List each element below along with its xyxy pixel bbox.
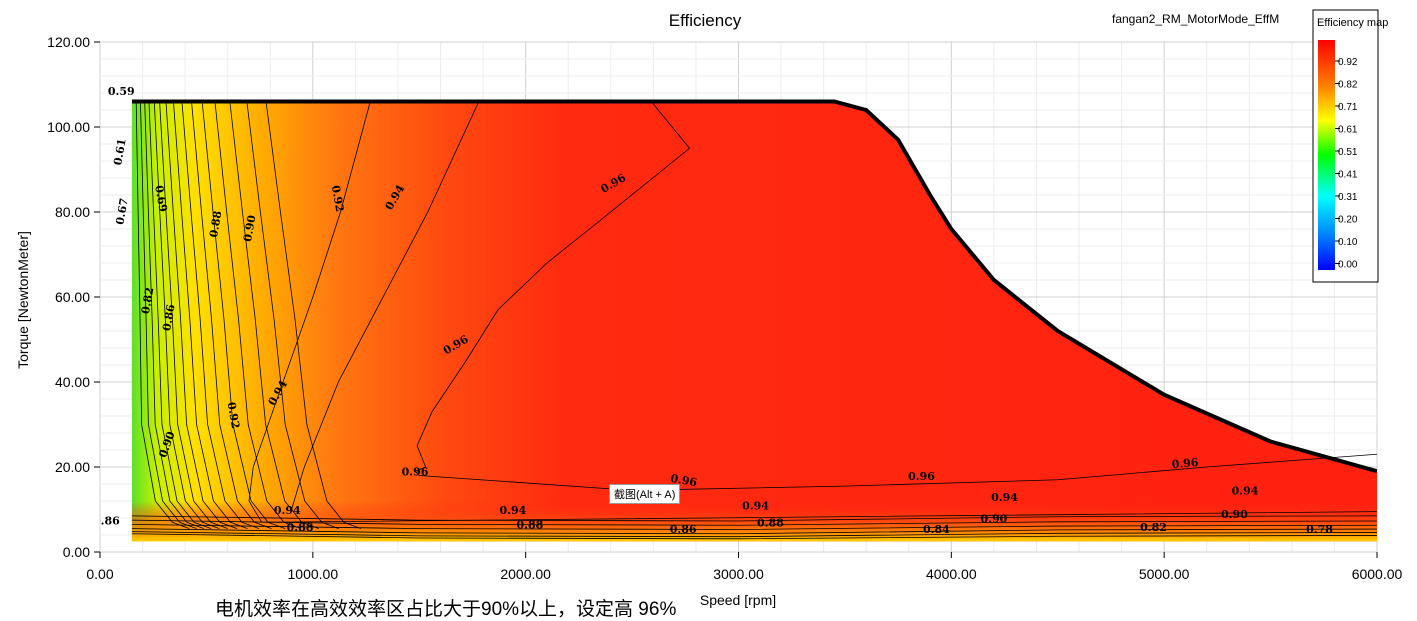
legend-tick-label: 0.71 (1338, 102, 1358, 113)
y-tick-label: 20.00 (55, 459, 90, 475)
contour-line (265, 101, 362, 529)
contour-label: 0.82 (1140, 521, 1167, 534)
contour-line (144, 101, 205, 529)
contour-line (135, 101, 190, 529)
plot-name: fangan2_RM_MotorMode_EffM (1112, 12, 1279, 26)
x-axis-label: Speed [rpm] (700, 592, 776, 608)
contour-label: 0.82 (139, 286, 156, 315)
contour-line (131, 528, 1377, 535)
contour-line (159, 101, 228, 529)
legend-tick-label: 0.41 (1338, 170, 1358, 181)
legend-tick-label: 0.82 (1338, 80, 1358, 91)
contour-label: 0.94 (991, 491, 1018, 504)
contour-label: 0.94 (274, 504, 301, 517)
contour-label: 0.88 (287, 521, 314, 534)
efficiency-region (131, 101, 1377, 542)
contour-label: 0.90 (241, 214, 259, 243)
contour-label: 0.86 (93, 514, 120, 527)
y-tick-label: 120.00 (47, 34, 90, 50)
contour-line (173, 101, 248, 529)
legend-tick-label: 0.20 (1338, 215, 1358, 226)
legend-tick-label: 0.51 (1338, 147, 1358, 158)
contour-label: 0.84 (923, 523, 950, 536)
contour-label: 0.69 (152, 184, 169, 213)
contour-lines (131, 101, 1377, 540)
footnote-caption: 电机效率在高效效率区占比大于90%以上，设定高 96% (215, 599, 677, 620)
x-tick-label: 2000.00 (500, 566, 551, 582)
contour-line (291, 101, 480, 510)
x-tick-label: 6000.00 (1352, 566, 1403, 582)
contour-label: 0.86 (670, 523, 697, 536)
contour-label: 0.61 (111, 138, 128, 167)
y-tick-label: 0.00 (63, 544, 90, 560)
contour-line (131, 531, 1377, 538)
contour-label: 0.88 (757, 517, 784, 530)
contour-label: 0.96 (1171, 456, 1199, 471)
contour-label: 0.86 (160, 303, 178, 332)
contour-label: 0.90 (1221, 508, 1248, 521)
x-tick-label: 1000.00 (288, 566, 339, 582)
contour-label: 0.90 (981, 512, 1008, 525)
x-tick-label: 4000.00 (926, 566, 977, 582)
contour-label: 0.94 (1232, 485, 1259, 498)
x-tick-label: 5000.00 (1139, 566, 1190, 582)
legend: Efficiency map 0.92 0.82 0.71 0.61 0.51 0.41 0… (1312, 9, 1388, 283)
contour-line (248, 101, 1377, 523)
contour-label: 0.67 (113, 197, 130, 226)
contour-line (414, 101, 1377, 491)
contour-line (148, 101, 212, 529)
legend-tick-label: 0.92 (1338, 57, 1358, 68)
contour-label: 0.96 (908, 470, 935, 483)
contour-line (131, 515, 1377, 522)
y-tick-label: 100.00 (47, 119, 90, 135)
contour-label: 0.59 (108, 85, 135, 98)
legend-tick-label: 0.10 (1338, 237, 1358, 248)
contour-line (165, 101, 238, 529)
contour-line (131, 519, 1377, 526)
contour-label: 0.96 (402, 466, 429, 479)
contour-label: 0.94 (499, 504, 526, 517)
legend-tick-label: 0.61 (1338, 125, 1358, 136)
torque-envelope-line (131, 99, 1377, 474)
contour-line (153, 101, 220, 529)
contour-label: 0.88 (207, 209, 225, 238)
y-tick-label: 80.00 (55, 204, 90, 220)
contour-label: 0.78 (1306, 523, 1333, 536)
contour-line (140, 101, 197, 529)
contour-label: 0.92 (225, 401, 242, 430)
legend-title: Efficiency map (1317, 17, 1388, 29)
contour-label: 0.92 (329, 184, 346, 213)
y-axis-label: Torque [NewtonMeter] (15, 231, 31, 369)
contour-line (131, 533, 1377, 540)
legend-tick-label: 0.00 (1338, 260, 1358, 271)
contour-label: 0.88 (517, 519, 544, 532)
screenshot-tooltip: 截图(Alt + A) (609, 484, 681, 504)
y-tick-label: 40.00 (55, 374, 90, 390)
contour-line (131, 523, 1377, 530)
chart-title: Efficiency (669, 11, 742, 30)
contour-label: 0.94 (742, 500, 769, 513)
x-tick-label: 3000.00 (713, 566, 764, 582)
contour-line (246, 101, 339, 529)
legend-tick-label: 0.31 (1338, 192, 1358, 203)
efficiency-low-torque-region (131, 501, 1377, 542)
y-tick-label: 60.00 (55, 289, 90, 305)
contour-line (181, 101, 260, 529)
legend-colorbar (1318, 40, 1335, 270)
x-tick-label: 0.00 (86, 566, 113, 582)
